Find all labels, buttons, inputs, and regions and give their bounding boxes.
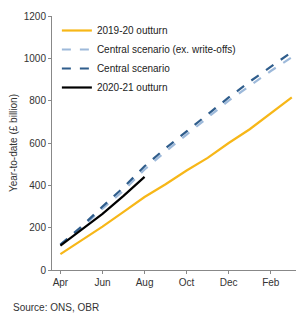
svg-text:0: 0 (40, 265, 46, 276)
svg-text:Year-to-date (£ billion): Year-to-date (£ billion) (8, 94, 19, 192)
svg-text:600: 600 (29, 138, 46, 149)
svg-text:Apr: Apr (53, 277, 69, 288)
svg-text:Aug: Aug (136, 277, 154, 288)
svg-text:Jun: Jun (94, 277, 110, 288)
svg-text:400: 400 (29, 180, 46, 191)
svg-text:1200: 1200 (24, 11, 47, 22)
svg-text:Dec: Dec (220, 277, 238, 288)
svg-text:Central scenario (ex. write-of: Central scenario (ex. write-offs) (97, 44, 236, 55)
svg-text:200: 200 (29, 222, 46, 233)
svg-text:1000: 1000 (24, 53, 47, 64)
svg-text:Oct: Oct (179, 277, 195, 288)
svg-text:Feb: Feb (262, 277, 280, 288)
svg-text:800: 800 (29, 95, 46, 106)
svg-text:Source: ONS, OBR: Source: ONS, OBR (13, 302, 99, 313)
svg-text:2019-20 outturn: 2019-20 outturn (97, 25, 168, 36)
svg-text:Central scenario: Central scenario (97, 63, 170, 74)
svg-text:2020-21 outturn: 2020-21 outturn (97, 82, 168, 93)
